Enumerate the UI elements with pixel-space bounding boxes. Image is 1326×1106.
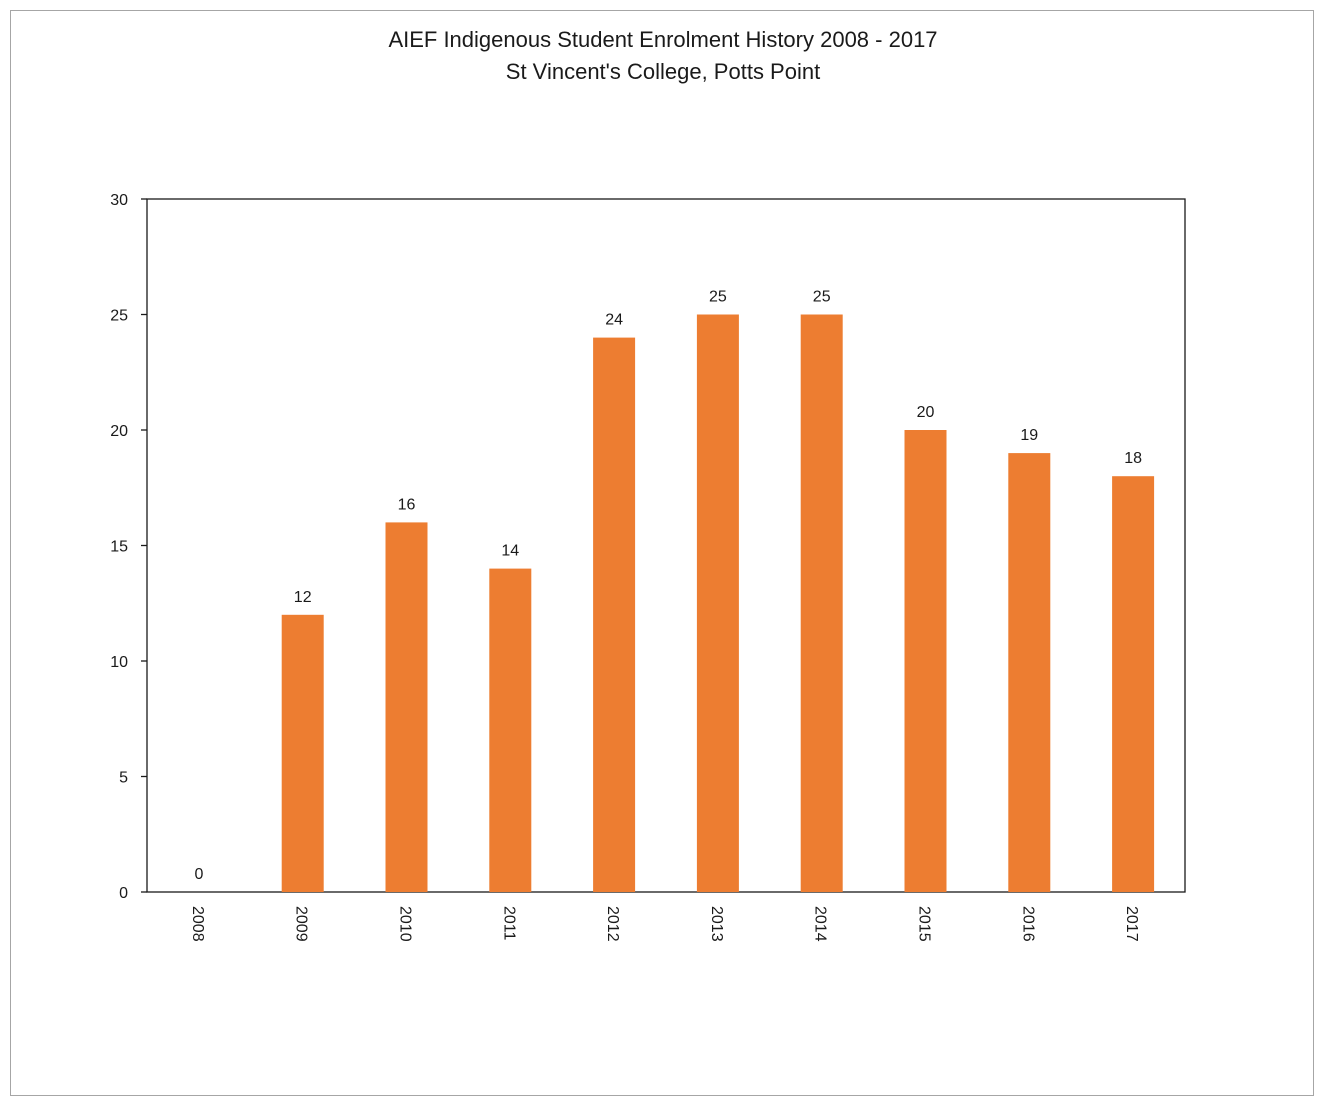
y-tick-label: 25 [110,308,128,325]
data-label-2015: 20 [917,404,935,421]
x-tick-label-2008: 2008 [189,906,206,942]
x-tick-label-2009: 2009 [293,906,310,942]
bar-2016 [1008,453,1051,892]
bar-2014 [800,314,843,892]
bar-2012 [593,337,636,893]
data-label-2008: 0 [194,866,203,883]
data-label-2010: 16 [398,496,416,513]
data-label-2012: 24 [605,312,623,329]
x-tick-label-2010: 2010 [397,906,414,942]
bar-2011 [489,568,532,892]
x-tick-label-2015: 2015 [916,906,933,942]
bar-2017 [1112,476,1155,892]
y-tick-label: 30 [110,192,128,209]
bar-2009 [281,614,324,892]
x-tick-label-2013: 2013 [708,906,725,942]
bar-2013 [696,314,739,892]
bar-2015 [904,430,947,892]
y-tick-label: 5 [119,770,128,787]
data-label-2016: 19 [1020,427,1038,444]
x-tick-label-2016: 2016 [1019,906,1036,942]
data-label-2013: 25 [709,289,727,306]
x-tick-label-2014: 2014 [812,906,829,942]
chart-frame [10,10,1314,1096]
data-label-2011: 14 [501,543,519,560]
x-tick-label-2017: 2017 [1123,906,1140,942]
y-tick-label: 10 [110,654,128,671]
y-tick-label: 15 [110,539,128,556]
data-label-2017: 18 [1124,450,1142,467]
data-label-2014: 25 [813,289,831,306]
bar-2010 [385,522,428,892]
y-tick-label: 0 [119,885,128,902]
data-label-2009: 12 [294,589,312,606]
chart-title: AIEF Indigenous Student Enrolment Histor… [388,27,938,52]
x-tick-label-2011: 2011 [500,906,517,941]
y-tick-label: 20 [110,423,128,440]
x-tick-label-2012: 2012 [604,906,621,942]
chart-subtitle: St Vincent's College, Potts Point [505,59,821,84]
